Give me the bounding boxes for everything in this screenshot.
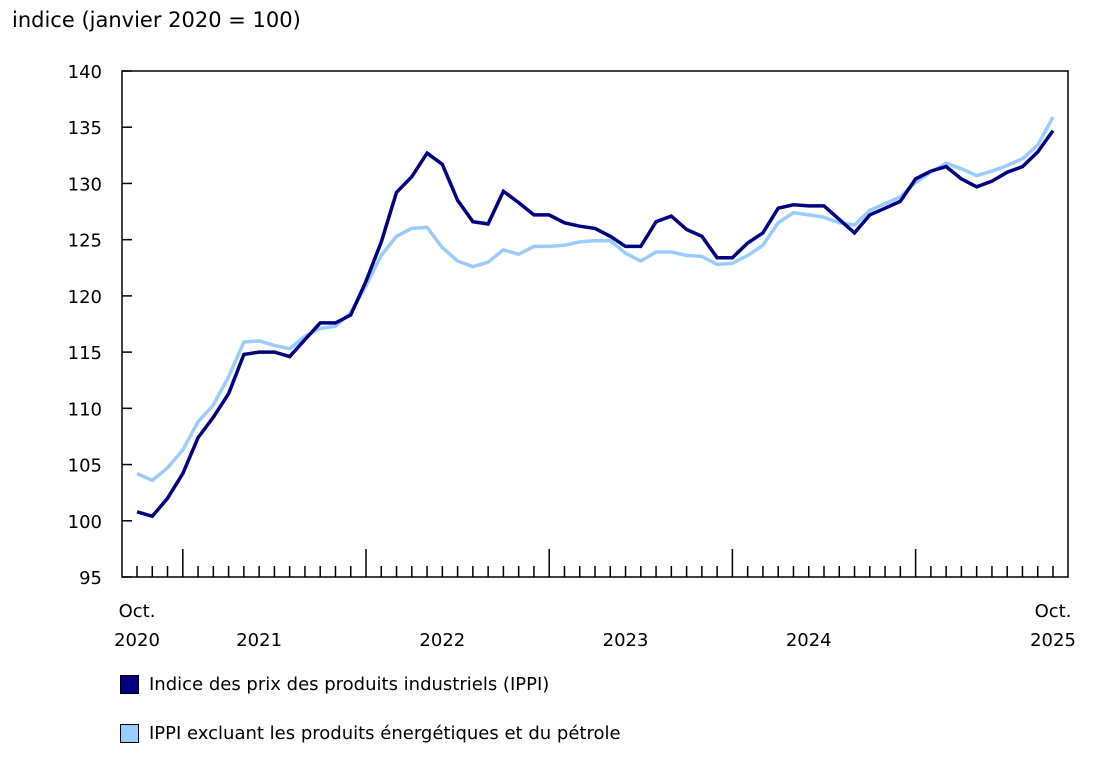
legend-swatch-ippi [120, 675, 139, 694]
y-tick-label: 115 [68, 343, 102, 364]
y-tick-label: 135 [68, 118, 102, 139]
x-tick-label-year: 2025 [1030, 630, 1076, 651]
plot-frame [121, 70, 1069, 578]
y-axis-title: indice (janvier 2020 = 100) [12, 8, 301, 32]
y-tick-label: 140 [68, 62, 102, 83]
legend-swatch-ippi-excl-energy [120, 724, 139, 743]
series-line-ippi [136, 129, 1055, 519]
y-tick-label: 120 [68, 287, 102, 308]
x-tick-label-year: 2021 [236, 630, 282, 651]
y-tick-label: 95 [79, 568, 102, 589]
x-tick-label-month: Oct. [119, 601, 156, 622]
y-tick-label: 130 [68, 174, 102, 195]
y-tick-label: 125 [68, 231, 102, 252]
x-tick-label-year: 2022 [419, 630, 465, 651]
x-tick-label-year: 2024 [786, 630, 832, 651]
y-tick-label: 100 [68, 512, 102, 533]
y-tick-label: 110 [68, 399, 102, 420]
x-tick-label-year: 2020 [114, 630, 160, 651]
legend-label-ippi-excl-energy: IPPI excluant les produits énergétiques … [149, 723, 621, 744]
y-tick-label: 105 [68, 456, 102, 477]
legend-item-ippi: Indice des prix des produits industriels… [120, 674, 549, 695]
legend-label-ippi: Indice des prix des produits industriels… [149, 674, 550, 695]
x-tick-label-year: 2023 [603, 630, 649, 651]
series-line-ippi-excl-energy [136, 116, 1055, 483]
legend-item-ippi-excl-energy: IPPI excluant les produits énergétiques … [120, 723, 621, 744]
x-tick-label-month: Oct. [1035, 601, 1072, 622]
